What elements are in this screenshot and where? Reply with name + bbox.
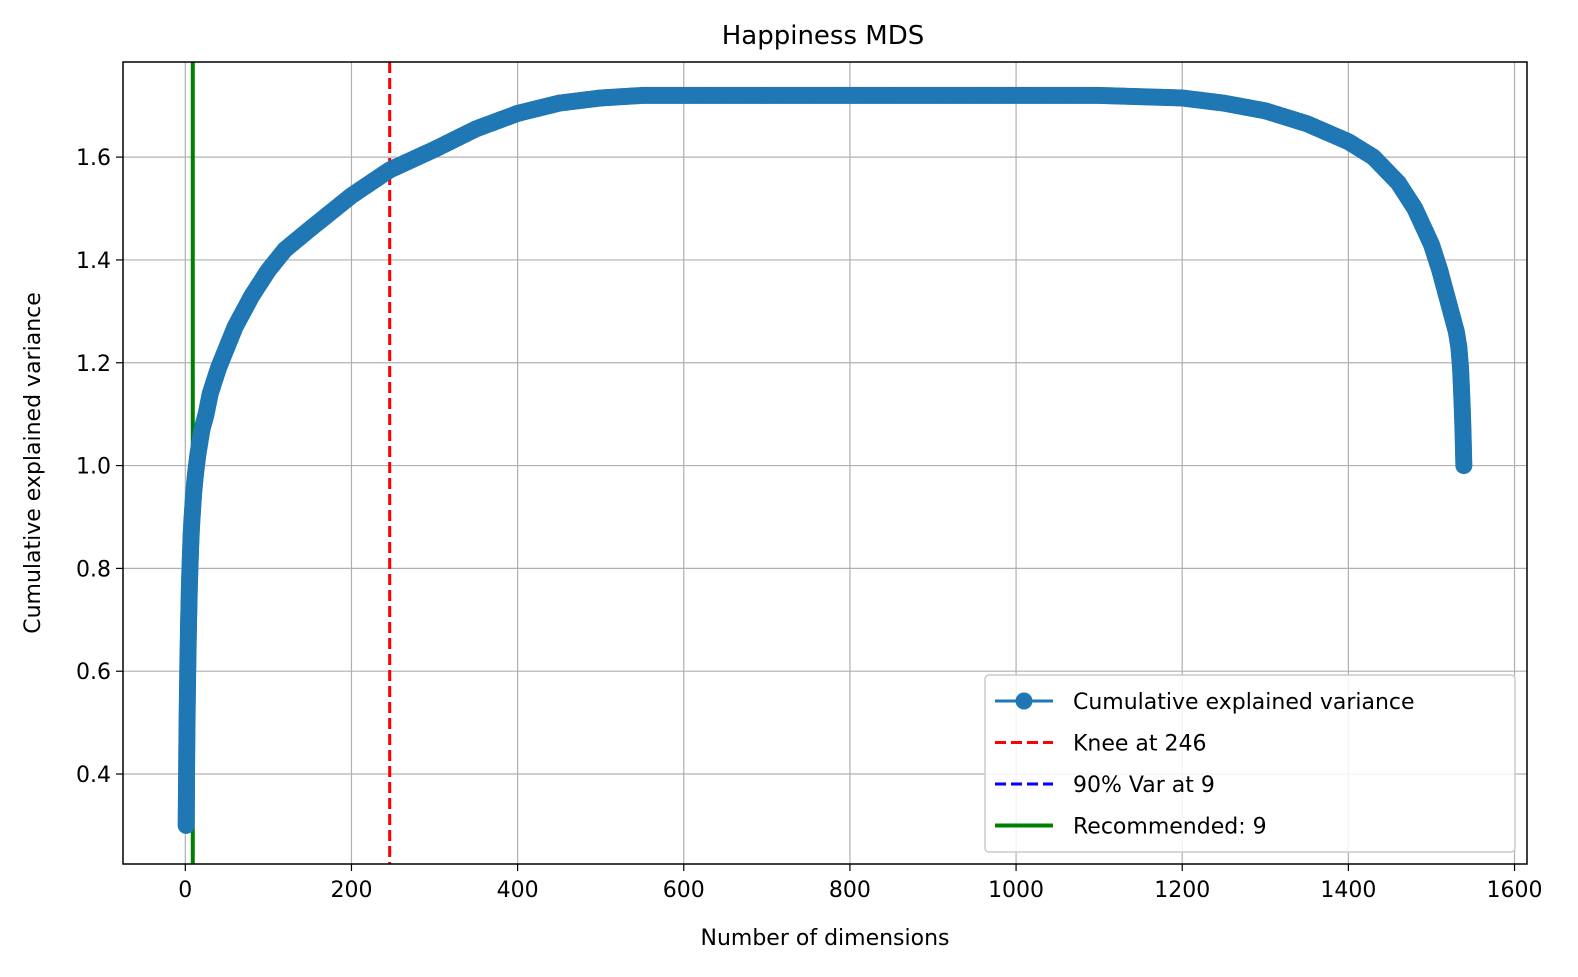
x-tick-label: 800 (829, 878, 871, 903)
plot-frame (122, 61, 1528, 865)
x-axis-label: Number of dimensions (701, 926, 950, 951)
chart-title: Happiness MDS (722, 21, 925, 51)
y-axis-ticks: 0.4 0.6 0.8 1.0 1.2 1.4 1.6 (76, 146, 123, 788)
legend-label: Cumulative explained variance (1073, 690, 1415, 715)
legend-marker (1015, 692, 1033, 710)
series-group (177, 86, 1473, 834)
legend-label: Knee at 246 (1073, 732, 1207, 757)
x-tick-label: 1600 (1487, 878, 1543, 903)
x-tick-label: 1400 (1320, 878, 1376, 903)
legend-label: Recommended: 9 (1073, 815, 1267, 840)
x-tick-label: 1200 (1154, 878, 1210, 903)
x-tick-label: 200 (330, 878, 372, 903)
y-tick-label: 0.4 (76, 763, 111, 788)
y-axis-label: Cumulative explained variance (21, 292, 46, 634)
legend-label: 90% Var at 9 (1073, 773, 1215, 798)
legend: Cumulative explained variance Knee at 246… (984, 674, 1516, 853)
y-tick-label: 1.6 (76, 146, 111, 171)
y-tick-label: 1.2 (76, 352, 111, 377)
y-tick-label: 0.6 (76, 660, 111, 685)
y-tick-label: 1.4 (76, 249, 111, 274)
x-tick-label: 600 (663, 878, 705, 903)
x-tick-label: 400 (497, 878, 539, 903)
y-tick-label: 1.0 (76, 455, 111, 480)
x-axis-ticks: 0 200 400 600 800 1000 1200 1400 1600 (178, 864, 1543, 903)
x-tick-label: 0 (178, 878, 192, 903)
y-tick-label: 0.8 (76, 557, 111, 582)
x-tick-label: 1000 (988, 878, 1044, 903)
legend-box (984, 674, 1516, 853)
data-point (1455, 457, 1473, 475)
